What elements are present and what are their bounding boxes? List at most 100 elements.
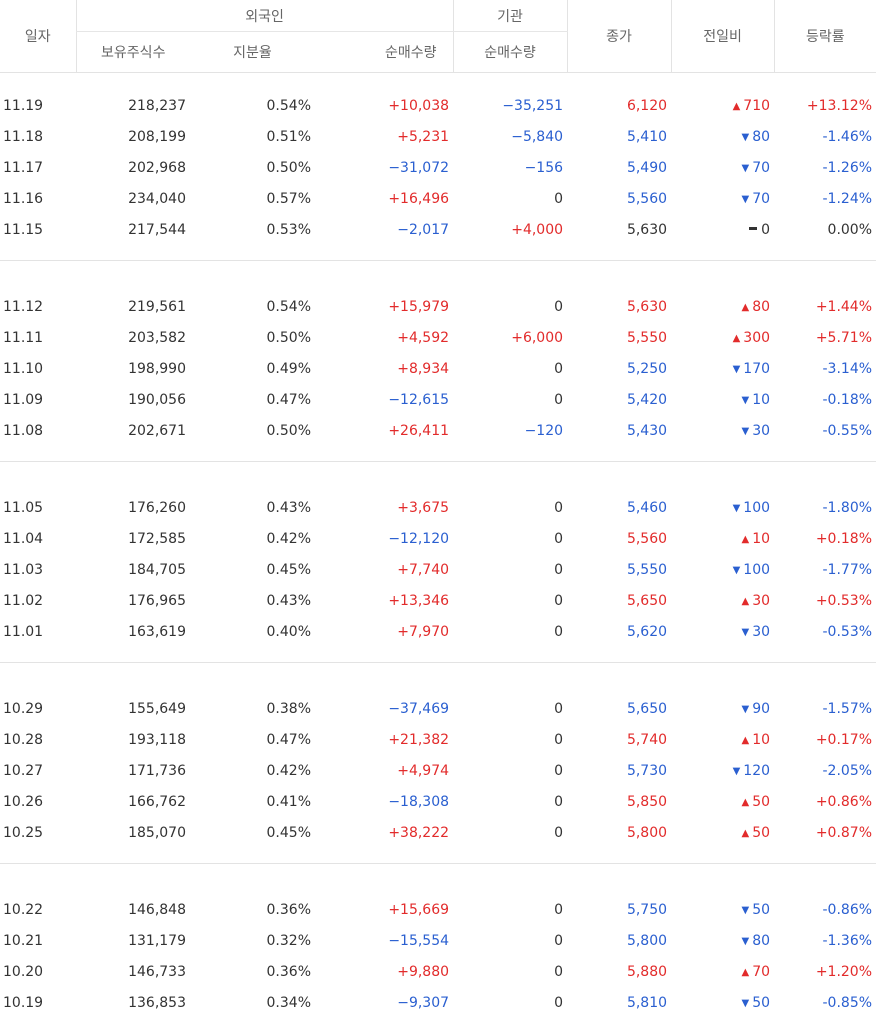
foreign-net-cell: +3,675 — [315, 492, 453, 523]
diff-cell: ▼50 — [671, 987, 774, 1018]
down-arrow-icon: ▼ — [742, 426, 750, 437]
close-cell: 5,490 — [567, 152, 671, 183]
close-cell: 5,550 — [567, 322, 671, 353]
group-spacer — [0, 73, 876, 91]
diff-value: 80 — [752, 129, 770, 145]
up-arrow-icon: ▲ — [742, 797, 750, 808]
ratio-cell: 0.53% — [190, 214, 315, 245]
close-cell: 5,250 — [567, 353, 671, 384]
ratio-cell: 0.36% — [190, 956, 315, 987]
diff-cell: ▼10 — [671, 384, 774, 415]
diff-value: 10 — [752, 531, 770, 547]
inst-net-cell: +6,000 — [453, 322, 567, 353]
rate-cell: -0.53% — [774, 616, 876, 647]
diff-cell: ▼30 — [671, 616, 774, 647]
date-cell: 11.19 — [0, 90, 76, 121]
header-ratio: 지분율 — [190, 32, 315, 73]
diff-value: 10 — [752, 392, 770, 408]
rate-cell: +0.18% — [774, 523, 876, 554]
foreign-net-cell: +26,411 — [315, 415, 453, 446]
diff-value: 10 — [752, 732, 770, 748]
close-cell: 5,800 — [567, 925, 671, 956]
diff-cell: ▲50 — [671, 817, 774, 848]
inst-net-cell: 0 — [453, 353, 567, 384]
diff-cell: ▼100 — [671, 554, 774, 585]
up-arrow-icon: ▲ — [742, 596, 750, 607]
diff-value: 30 — [752, 624, 770, 640]
ratio-cell: 0.41% — [190, 786, 315, 817]
diff-value: 70 — [752, 191, 770, 207]
inst-net-cell: 0 — [453, 183, 567, 214]
rate-cell: -3.14% — [774, 353, 876, 384]
inst-net-cell: 0 — [453, 554, 567, 585]
date-cell: 10.29 — [0, 693, 76, 724]
diff-value: 30 — [752, 593, 770, 609]
diff-cell: 0 — [671, 214, 774, 245]
diff-cell: ▲70 — [671, 956, 774, 987]
close-cell: 5,730 — [567, 755, 671, 786]
date-cell: 11.16 — [0, 183, 76, 214]
foreign-net-cell: +4,592 — [315, 322, 453, 353]
inst-net-cell: 0 — [453, 693, 567, 724]
holdings-cell: 136,853 — [76, 987, 190, 1018]
date-cell: 10.28 — [0, 724, 76, 755]
diff-cell: ▲80 — [671, 291, 774, 322]
diff-cell: ▲710 — [671, 90, 774, 121]
header-date: 일자 — [0, 0, 76, 73]
holdings-cell: 155,649 — [76, 693, 190, 724]
close-cell: 5,620 — [567, 616, 671, 647]
foreign-net-cell: −2,017 — [315, 214, 453, 245]
diff-cell: ▼80 — [671, 121, 774, 152]
date-cell: 10.20 — [0, 956, 76, 987]
diff-cell: ▼90 — [671, 693, 774, 724]
table-header: 일자 외국인 기관 종가 전일비 등락률 보유주식수 지분율 순매수량 순매수량 — [0, 0, 876, 73]
close-cell: 5,750 — [567, 894, 671, 925]
rate-cell: +13.12% — [774, 90, 876, 121]
up-arrow-icon: ▲ — [742, 534, 750, 545]
group-spacer — [0, 245, 876, 259]
rate-cell: +1.44% — [774, 291, 876, 322]
holdings-cell: 131,179 — [76, 925, 190, 956]
foreign-net-cell: +9,880 — [315, 956, 453, 987]
foreign-net-cell: −37,469 — [315, 693, 453, 724]
inst-net-cell: +4,000 — [453, 214, 567, 245]
inst-net-cell: 0 — [453, 894, 567, 925]
rate-cell: -1.46% — [774, 121, 876, 152]
flat-dash-icon — [749, 227, 757, 230]
inst-net-cell: 0 — [453, 956, 567, 987]
holdings-cell: 176,965 — [76, 585, 190, 616]
ratio-cell: 0.36% — [190, 894, 315, 925]
foreign-net-cell: +5,231 — [315, 121, 453, 152]
ratio-cell: 0.50% — [190, 415, 315, 446]
inst-net-cell: 0 — [453, 291, 567, 322]
holdings-cell: 166,762 — [76, 786, 190, 817]
diff-cell: ▼120 — [671, 755, 774, 786]
ratio-cell: 0.43% — [190, 585, 315, 616]
rate-cell: 0.00% — [774, 214, 876, 245]
diff-value: 170 — [743, 361, 770, 377]
foreign-net-cell: −9,307 — [315, 987, 453, 1018]
date-cell: 11.01 — [0, 616, 76, 647]
date-cell: 11.09 — [0, 384, 76, 415]
ratio-cell: 0.45% — [190, 554, 315, 585]
foreign-net-cell: +8,934 — [315, 353, 453, 384]
diff-cell: ▼170 — [671, 353, 774, 384]
close-cell: 5,560 — [567, 183, 671, 214]
ratio-cell: 0.38% — [190, 693, 315, 724]
ratio-cell: 0.47% — [190, 724, 315, 755]
inst-net-cell: 0 — [453, 523, 567, 554]
holdings-cell: 198,990 — [76, 353, 190, 384]
header-institution: 기관 — [453, 0, 567, 32]
rate-cell: -1.80% — [774, 492, 876, 523]
close-cell: 5,460 — [567, 492, 671, 523]
holdings-cell: 163,619 — [76, 616, 190, 647]
ratio-cell: 0.50% — [190, 152, 315, 183]
down-arrow-icon: ▼ — [733, 503, 741, 514]
